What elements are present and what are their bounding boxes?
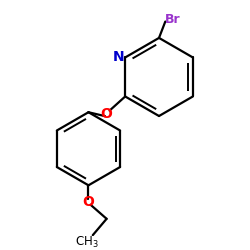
Text: O: O bbox=[100, 106, 112, 120]
Text: N: N bbox=[113, 50, 125, 64]
Text: O: O bbox=[82, 195, 94, 209]
Text: CH$_3$: CH$_3$ bbox=[74, 235, 98, 250]
Text: Br: Br bbox=[165, 13, 181, 26]
